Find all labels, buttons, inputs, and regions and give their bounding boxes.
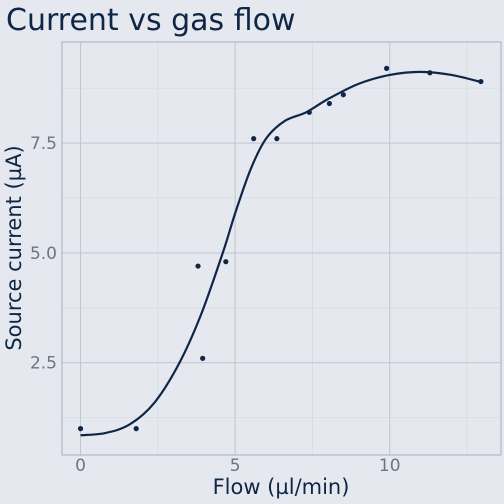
y-tick-label: 7.5 [30, 134, 57, 154]
grid-major [62, 42, 501, 455]
data-point [195, 263, 201, 269]
data-point [274, 136, 280, 142]
smooth-curve [80, 70, 483, 437]
chart-title: Current vs gas flow [6, 3, 296, 38]
smooth-layer [80, 70, 483, 437]
data-point [306, 109, 312, 115]
data-point [200, 355, 206, 361]
y-axis-label: Source current (µA) [2, 145, 26, 350]
y-tick-label: 5.0 [30, 244, 57, 264]
data-point [340, 92, 346, 98]
plot-border [61, 41, 502, 456]
data-point [77, 426, 84, 432]
x-ticks: 0 5 10 [75, 456, 400, 476]
data-point [384, 65, 390, 71]
data-point [223, 259, 229, 265]
data-point [478, 78, 484, 85]
y-ticks: 2.5 5.0 7.5 [30, 134, 57, 374]
x-tick-label: 5 [230, 456, 241, 476]
data-point [251, 136, 257, 142]
grid-minor [62, 42, 501, 455]
x-tick-label: 0 [75, 456, 86, 476]
plot-panel [62, 42, 501, 455]
points-layer [77, 65, 484, 432]
x-tick-label: 10 [379, 456, 401, 476]
x-axis-label: Flow (µl/min) [213, 475, 350, 499]
data-point [133, 426, 139, 432]
data-point [326, 100, 333, 107]
data-point [427, 70, 433, 76]
y-tick-label: 2.5 [30, 354, 57, 374]
